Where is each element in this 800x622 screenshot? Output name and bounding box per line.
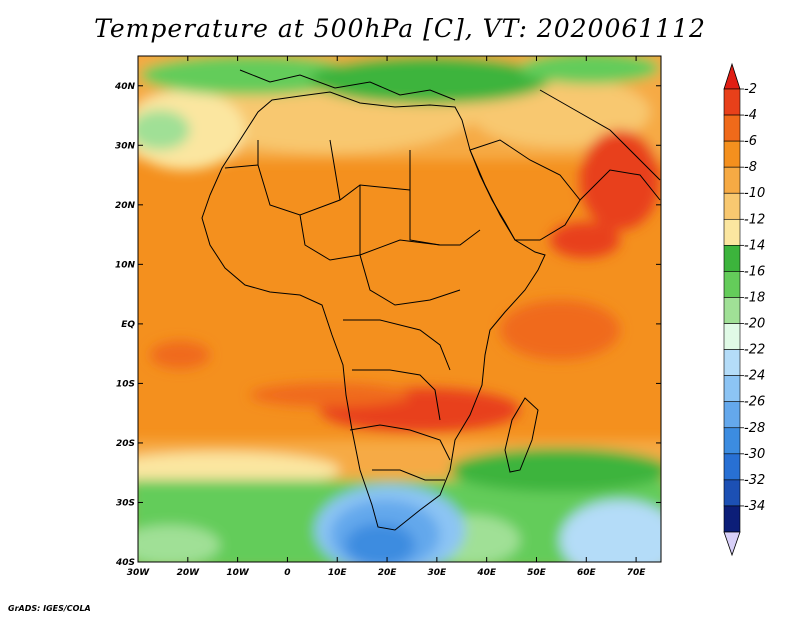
- coastlines: [201, 69, 661, 531]
- colorbar-label: -6: [744, 134, 757, 149]
- colorbar-swatch: [723, 505, 741, 533]
- colorbar-swatch: [723, 479, 741, 507]
- colorbar-swatch: [723, 192, 741, 220]
- colorbar-swatch: [723, 114, 741, 142]
- colorbar-swatch: [723, 297, 741, 324]
- lon-tick-label: 60E: [577, 568, 597, 578]
- lon-tick-label: 50E: [527, 568, 547, 578]
- lat-tick-label: 30N: [115, 141, 136, 151]
- grads-credit: GrADS: IGES/COLA: [8, 604, 91, 613]
- colorbar-label: -4: [744, 108, 757, 123]
- lat-tick-label: 10N: [115, 260, 136, 270]
- colorbar-label: -10: [744, 186, 765, 201]
- colorbar-label: -22: [744, 343, 765, 358]
- lon-tick-label: 40E: [476, 568, 497, 578]
- colorbar-label: -34: [744, 499, 765, 514]
- colorbar-swatch: [723, 427, 741, 455]
- lat-tick-label: 20N: [115, 201, 136, 211]
- lat-tick-label: EQ: [121, 320, 135, 330]
- lon-tick-label: 70E: [627, 568, 647, 578]
- colorbar-swatch: [723, 271, 741, 298]
- colorbar-swatch: [723, 245, 741, 272]
- colorbar-bottom-arrow: [723, 531, 741, 557]
- colorbar-top-arrow: [723, 62, 741, 90]
- colorbar-label: -20: [744, 317, 765, 332]
- lon-tick-label: 20E: [378, 568, 398, 578]
- temperature-field: [138, 56, 661, 562]
- colorbar-label: -30: [744, 447, 765, 462]
- lon-tick-label: 30E: [428, 568, 448, 578]
- lon-tick-label: 10W: [226, 568, 250, 578]
- lat-tick-label: 40N: [114, 82, 136, 92]
- colorbar-swatch: [723, 218, 741, 246]
- colorbar-label: -8: [744, 160, 757, 175]
- colorbar-label: -28: [744, 421, 765, 436]
- colorbar-label: -24: [744, 369, 765, 384]
- axis-ticks: 30W 20W 10W 0 10E 20E 30E 40E 50E 60E 70E 40N 30N 20N…: [114, 56, 661, 578]
- lat-tick-label: 10S: [116, 379, 135, 389]
- map-title: Temperature at 500hPa [C], VT: 202006111…: [94, 14, 706, 43]
- colorbar-swatch: [723, 323, 741, 350]
- lon-tick-label: 10E: [328, 568, 348, 578]
- colorbar-swatch: [723, 401, 741, 429]
- lon-tick-label: 30W: [127, 568, 151, 578]
- lat-tick-label: 30S: [116, 498, 135, 508]
- lat-tick-label: 40S: [115, 558, 135, 568]
- colorbar: -2 -4 -6 -8 -10 -12 -14 -16 -18 -20 -22 -24 -26 -28 -3…: [723, 62, 765, 557]
- colorbar-label: -16: [744, 264, 765, 279]
- colorbar-label: -14: [744, 238, 765, 253]
- colorbar-swatch: [723, 375, 741, 403]
- colorbar-label: -32: [744, 473, 765, 488]
- colorbar-swatch: [723, 140, 741, 168]
- colorbar-swatch: [723, 166, 741, 194]
- colorbar-swatch: [723, 349, 741, 376]
- colorbar-swatch: [723, 88, 741, 116]
- lon-tick-label: 20W: [177, 568, 201, 578]
- colorbar-label: -2: [744, 82, 757, 97]
- colorbar-label: -26: [744, 395, 765, 410]
- lon-tick-label: 0: [284, 568, 290, 578]
- lat-tick-label: 20S: [116, 439, 135, 449]
- colorbar-label: -12: [744, 212, 765, 227]
- plot-frame: [137, 55, 662, 563]
- colorbar-swatch: [723, 453, 741, 481]
- colorbar-label: -18: [744, 290, 765, 305]
